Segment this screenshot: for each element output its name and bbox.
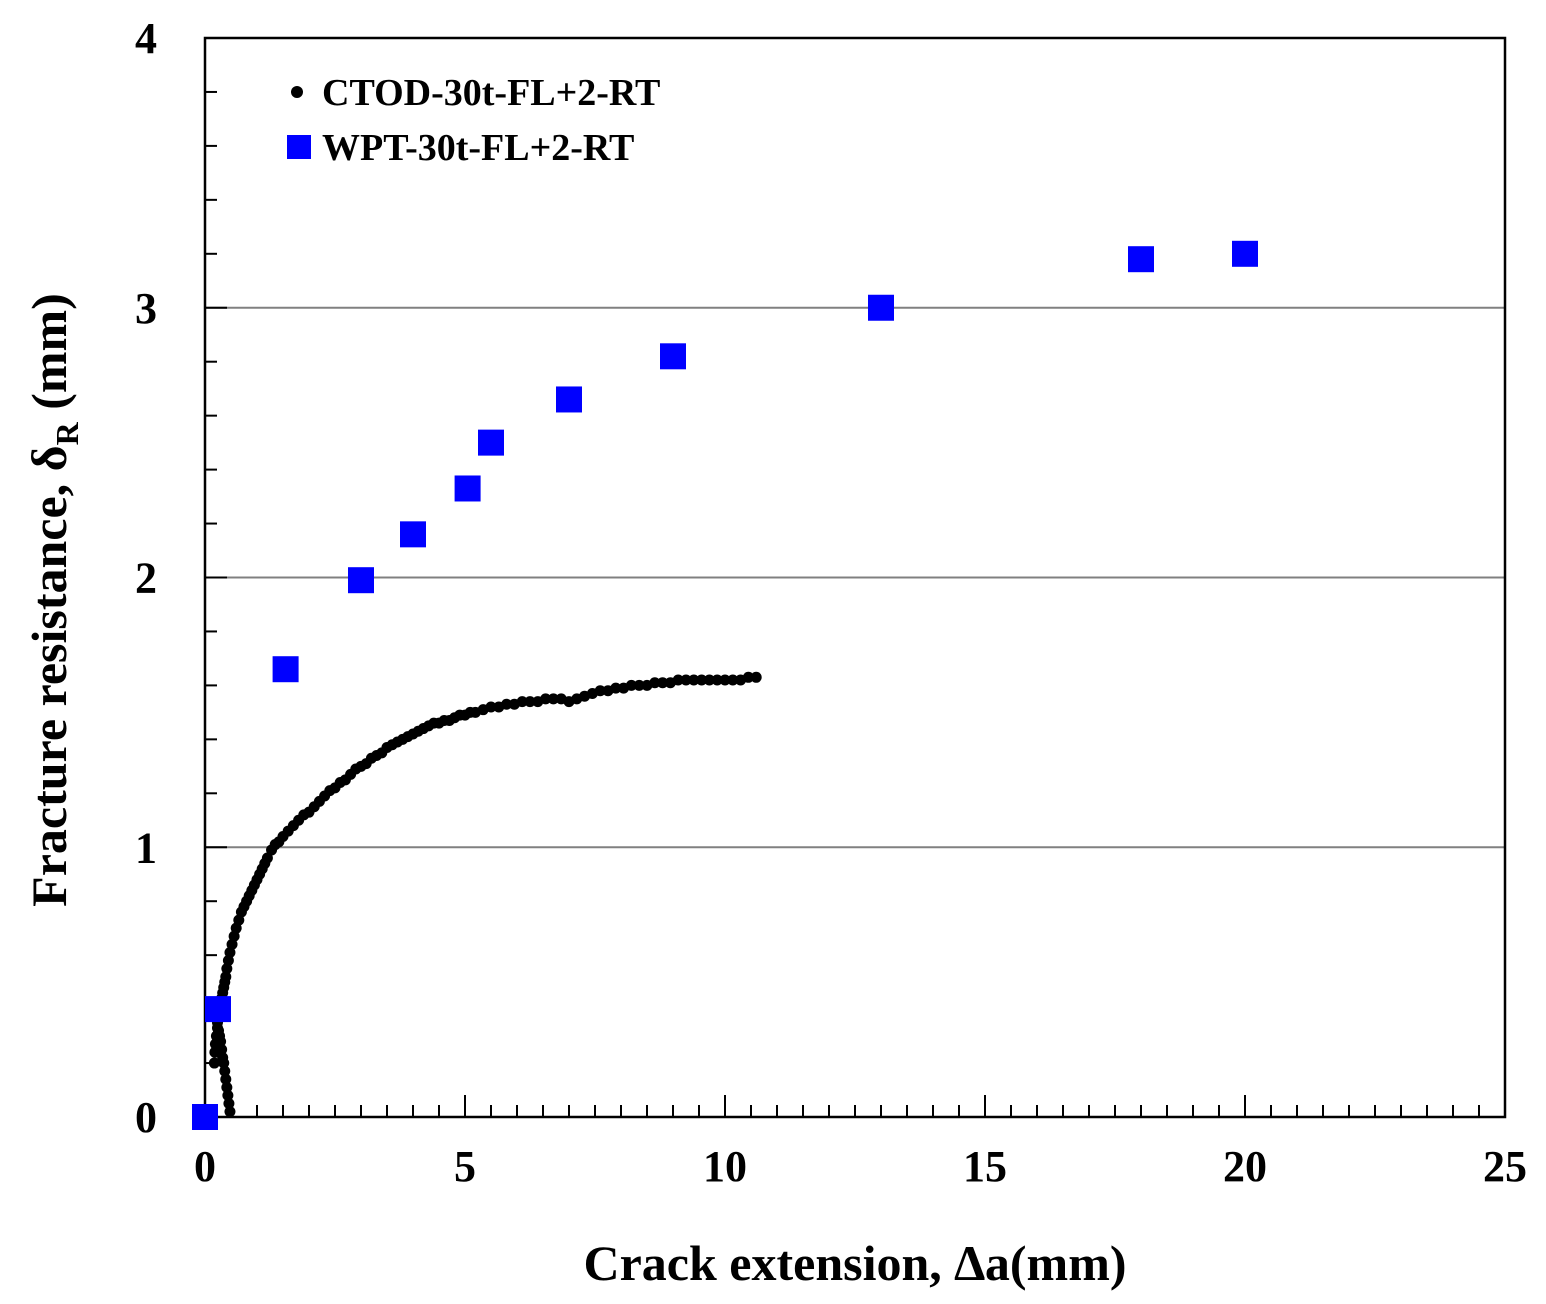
ctod-point-29: [220, 971, 232, 983]
ctod-point-4: [220, 1073, 232, 1085]
ctod-point-106: [610, 682, 622, 694]
legend-label-wpt: WPT-30t-FL+2-RT: [322, 127, 634, 169]
series-ctod-points: [208, 671, 762, 1118]
wpt-point-10: [1128, 246, 1154, 273]
ctod-point-121: [727, 674, 739, 686]
y-tick-label-3: 3: [135, 284, 157, 333]
y-tick-label-1: 1: [135, 823, 157, 872]
x-tick-label-25: 25: [1483, 1142, 1527, 1191]
ctod-point-90: [485, 701, 497, 713]
legend-marker-ctod: [291, 86, 303, 98]
wpt-point-0: [192, 1104, 218, 1130]
ctod-point-98: [547, 693, 559, 705]
wpt-point-11: [1232, 240, 1258, 267]
x-tick-label-15: 15: [963, 1142, 1007, 1191]
ctod-point-18: [209, 1038, 221, 1050]
wpt-point-6: [478, 429, 504, 456]
ctod-point-119: [711, 674, 723, 686]
y-axis-title-unit: (mm): [21, 293, 77, 422]
x-tick-labels: 0 5 10 15 20 25: [194, 1142, 1527, 1191]
ctod-point-108: [625, 679, 637, 691]
wpt-point-2: [272, 656, 299, 683]
ctod-point-92: [501, 698, 513, 710]
ctod-point-1: [223, 1098, 235, 1110]
x-tick-label-0: 0: [194, 1142, 216, 1191]
wpt-point-5: [454, 475, 481, 502]
y-axis-title-subscript: R: [49, 421, 85, 445]
ctod-point-114: [672, 674, 684, 686]
ctod-point-5: [219, 1065, 231, 1077]
wpt-point-8: [660, 343, 686, 370]
ctod-point-112: [657, 677, 669, 689]
ctod-point-120: [719, 674, 731, 686]
legend-label-ctod: CTOD-30t-FL+2-RT: [322, 72, 660, 114]
ctod-point-104: [594, 685, 606, 697]
ctod-point-19: [210, 1030, 222, 1042]
ctod-point-97: [540, 693, 552, 705]
y-axis-title: Fracture resistance, δR (mm): [21, 293, 85, 907]
y-axis-title-main: Fracture resistance, δ: [21, 445, 77, 906]
wpt-point-1: [205, 996, 231, 1023]
ctod-point-118: [703, 674, 715, 686]
series-wpt-points: [192, 240, 1258, 1130]
ctod-point-17: [209, 1046, 221, 1058]
ctod-point-124: [750, 671, 762, 683]
y-tick-label-0: 0: [135, 1093, 157, 1142]
ctod-point-0: [224, 1106, 236, 1118]
ctod-point-94: [516, 696, 528, 708]
ctod-point-111: [649, 677, 661, 689]
ctod-point-109: [633, 679, 645, 691]
y-tick-label-4: 4: [135, 14, 157, 63]
ctod-point-2: [222, 1089, 234, 1101]
y-tick-labels: 0 1 2 3 4: [135, 14, 157, 1142]
wpt-point-9: [868, 294, 894, 321]
legend-marker-wpt: [287, 135, 311, 159]
ctod-point-117: [696, 674, 708, 686]
ctod-point-47: [261, 852, 273, 864]
x-tick-label-5: 5: [454, 1142, 476, 1191]
wpt-point-7: [556, 386, 582, 413]
ctod-point-3: [221, 1081, 233, 1093]
ctod-point-16: [208, 1057, 220, 1069]
x-axis-title: Crack extension, ∆a(mm): [584, 1235, 1127, 1291]
wpt-point-4: [400, 521, 426, 548]
gridlines: [205, 306, 1505, 849]
legend: CTOD-30t-FL+2-RT WPT-30t-FL+2-RT: [287, 72, 660, 169]
x-tick-label-20: 20: [1223, 1142, 1267, 1191]
ctod-point-115: [680, 674, 692, 686]
ctod-point-123: [742, 671, 754, 683]
wpt-point-3: [348, 567, 374, 594]
ctod-point-7: [217, 1052, 229, 1064]
x-tick-label-10: 10: [703, 1142, 747, 1191]
ctod-point-116: [688, 674, 700, 686]
y-tick-label-2: 2: [135, 554, 157, 603]
ctod-point-95: [524, 696, 536, 708]
ctod-point-20: [211, 1022, 223, 1034]
